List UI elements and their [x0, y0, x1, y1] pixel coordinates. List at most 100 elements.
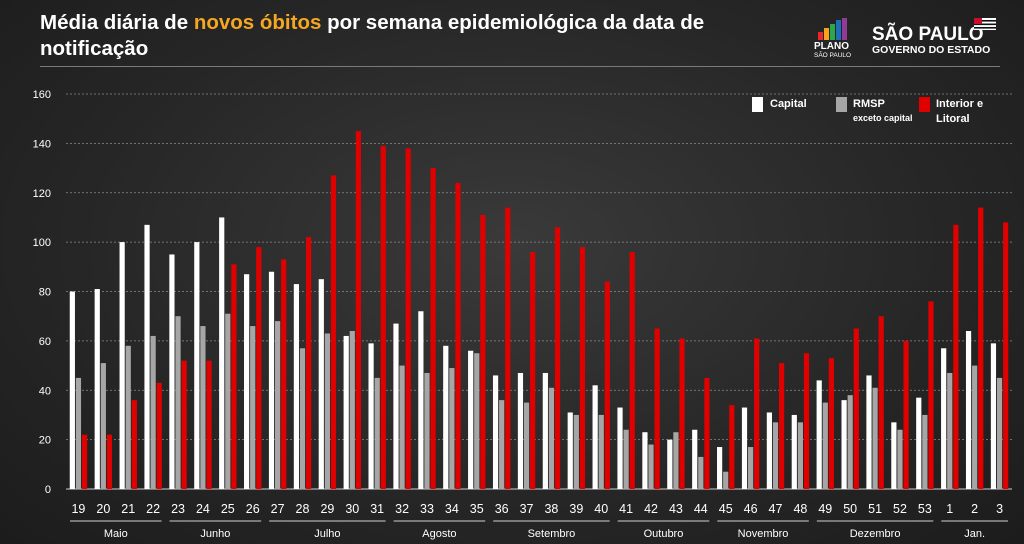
- bar-interior-52: [903, 340, 909, 489]
- bar-capital-35: [468, 350, 474, 489]
- bar-capital-32: [393, 323, 399, 489]
- bar-interior-49: [828, 358, 834, 489]
- legend-label-interior-line2: Litoral: [936, 113, 970, 125]
- x-tick-label: 33: [420, 502, 434, 516]
- bar-rmsp-45: [723, 471, 729, 489]
- x-tick-label: 32: [395, 502, 409, 516]
- bar-rmsp-52: [897, 429, 903, 489]
- plano-sao-paulo-logo: PLANO SÃO PAULO: [814, 18, 851, 58]
- x-tick-label: 34: [445, 502, 459, 516]
- month-label: Julho: [314, 528, 340, 540]
- x-tick-label: 31: [370, 502, 384, 516]
- x-axis: 19 20 21 22 23 24 25 26 27 28 29 30 31 32 33 34 35 36 37 38…: [70, 502, 1008, 540]
- bar-capital-33: [418, 311, 424, 489]
- bar-capital-37: [517, 372, 524, 489]
- bar-rmsp-34: [449, 368, 455, 489]
- sp-logo-line2: GOVERNO DO ESTADO: [872, 44, 990, 56]
- bar-capital-47: [766, 412, 772, 489]
- x-tick-label: 45: [719, 502, 733, 516]
- x-tick-label: 39: [569, 502, 583, 516]
- title-text-highlight: novos óbitos: [193, 11, 322, 34]
- bar-rmsp-21: [125, 345, 131, 489]
- x-tick-label: 23: [171, 502, 185, 516]
- bar-rmsp-28: [299, 348, 306, 489]
- bar-capital-43: [667, 439, 673, 489]
- x-tick-label: 43: [669, 502, 683, 516]
- bar-rmsp-51: [872, 387, 878, 489]
- y-tick-label: 160: [33, 89, 51, 101]
- bar-capital-22: [144, 224, 150, 489]
- bar-interior-36: [505, 207, 511, 489]
- bar-interior-39: [579, 247, 586, 489]
- bar-rmsp-43: [673, 432, 679, 489]
- bar-rmsp-35: [474, 353, 480, 489]
- x-tick-label: 36: [495, 502, 509, 516]
- y-axis: 0 20 40 60 80 100 120 140 160: [33, 89, 51, 496]
- bar-interior-34: [455, 182, 461, 489]
- bar-capital-19: [69, 291, 75, 489]
- bar-capital-21: [119, 242, 125, 489]
- x-tick-label: 49: [818, 502, 832, 516]
- bar-interior-29: [330, 175, 337, 489]
- bar-rmsp-24: [200, 326, 206, 489]
- bar-capital-24: [194, 242, 200, 489]
- bar-capital-31: [368, 343, 374, 489]
- y-tick-label: 80: [39, 287, 51, 299]
- bar-interior-24: [206, 360, 212, 489]
- bar-interior-21: [131, 400, 137, 489]
- bar-capital-23: [169, 254, 175, 489]
- legend-label-rmsp: RMSP: [853, 98, 885, 110]
- bar-rmsp-30: [349, 331, 355, 489]
- y-tick-label: 60: [39, 336, 51, 348]
- bar-rmsp-42: [648, 444, 654, 489]
- y-tick-label: 140: [33, 138, 51, 150]
- bar-capital-34: [443, 345, 449, 489]
- bar-capital-51: [866, 375, 872, 489]
- bar-rmsp-1: [947, 372, 953, 489]
- bar-rmsp-47: [772, 422, 779, 489]
- x-tick-label: 22: [146, 502, 160, 516]
- sp-logo-line1: SÃO PAULO: [872, 23, 984, 45]
- page-title: Média diária de novos óbitos por semana …: [40, 10, 800, 62]
- x-tick-label: 25: [221, 502, 235, 516]
- bar-capital-36: [492, 375, 499, 489]
- bar-interior-42: [654, 328, 660, 489]
- x-tick-label: 3: [996, 502, 1003, 516]
- bar-rmsp-3: [996, 377, 1003, 489]
- y-tick-label: 120: [33, 188, 51, 200]
- title-text-after: por semana epidemiológica da data de not…: [40, 11, 705, 60]
- bars: [69, 131, 1009, 489]
- bar-capital-27: [268, 271, 275, 489]
- x-tick-label: 53: [918, 502, 932, 516]
- bar-capital-46: [741, 407, 748, 489]
- x-tick-label: 41: [619, 502, 633, 516]
- bar-rmsp-46: [748, 447, 754, 489]
- bar-rmsp-27: [275, 321, 281, 489]
- bar-interior-47: [779, 363, 785, 489]
- x-tick-label: 48: [793, 502, 807, 516]
- bar-capital-29: [318, 279, 324, 489]
- bar-capital-39: [567, 412, 573, 489]
- bar-capital-28: [293, 284, 299, 489]
- legend-swatch-interior: [919, 97, 930, 112]
- sao-paulo-government-logo: SÃO PAULO GOVERNO DO ESTADO: [872, 18, 996, 56]
- y-tick-label: 40: [39, 385, 51, 397]
- bar-interior-48: [803, 353, 810, 489]
- x-tick-label: 44: [694, 502, 708, 516]
- x-tick-label: 37: [520, 502, 534, 516]
- month-label: Dezembro: [850, 528, 901, 540]
- bar-interior-45: [729, 405, 735, 489]
- bar-capital-53: [916, 397, 922, 489]
- bar-rmsp-44: [698, 456, 704, 489]
- bar-rmsp-53: [922, 414, 928, 489]
- bar-rmsp-33: [424, 372, 430, 489]
- x-tick-label: 51: [868, 502, 882, 516]
- bar-capital-45: [717, 447, 723, 489]
- bar-interior-44: [704, 377, 710, 489]
- bar-capital-41: [617, 407, 623, 489]
- bar-capital-38: [542, 372, 548, 489]
- bar-interior-26: [256, 247, 262, 489]
- x-tick-label: 19: [71, 502, 85, 516]
- x-tick-label: 30: [345, 502, 359, 516]
- bar-interior-22: [156, 382, 162, 489]
